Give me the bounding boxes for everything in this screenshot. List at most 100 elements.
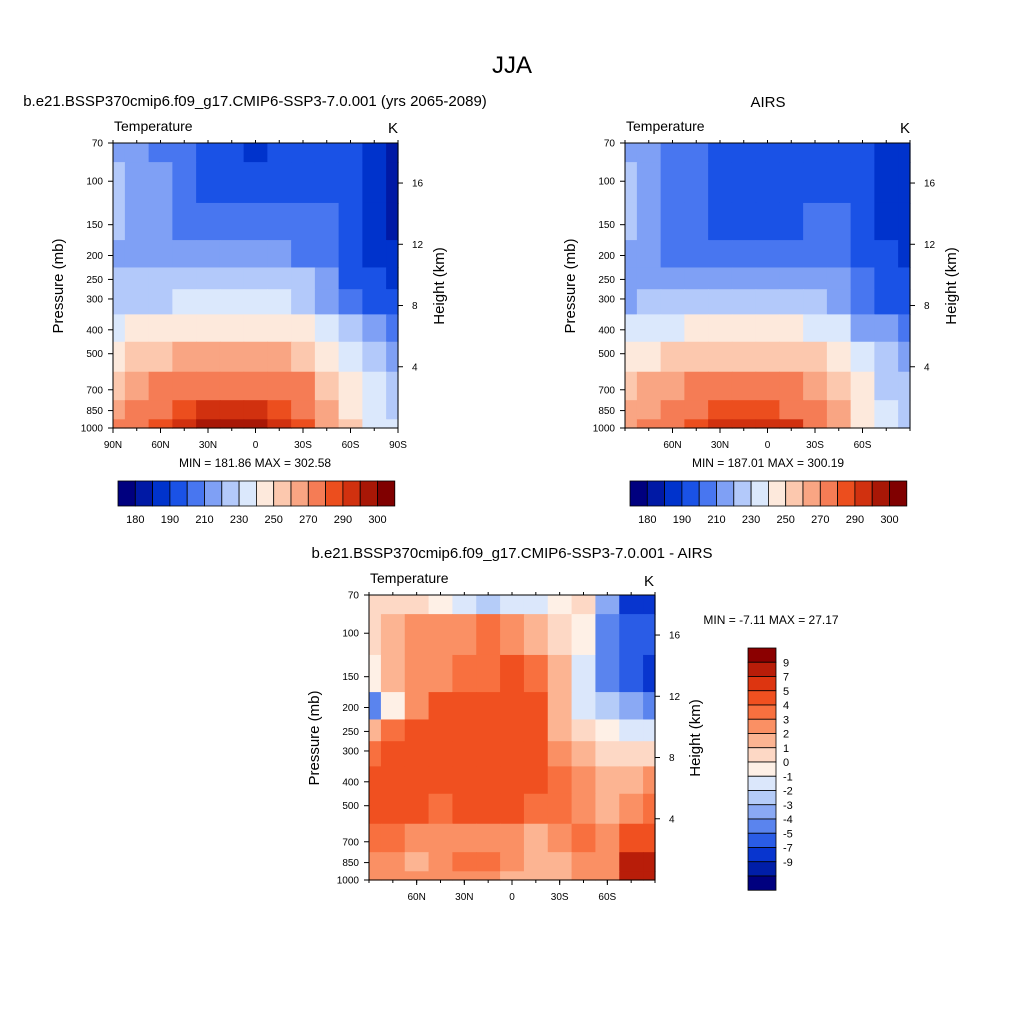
heatmap-cell [708, 162, 733, 204]
heatmap-cell [500, 614, 525, 656]
heatmap-cell [338, 341, 363, 373]
heatmap-cell [196, 314, 221, 343]
pressure-tick-label: 70 [92, 139, 104, 150]
pressure-tick-label: 150 [342, 672, 359, 683]
heatmap-cell [660, 341, 685, 373]
heatmap-cell [369, 852, 382, 872]
heatmap-cell [291, 267, 316, 290]
heatmap-cell [452, 741, 477, 767]
heatmap-cell [523, 793, 549, 825]
heatmap-cell [619, 766, 644, 795]
heatmap-cell [850, 371, 875, 401]
colorbar-swatch [837, 480, 856, 507]
height-tick-label: 16 [924, 179, 936, 190]
colorbar-swatch [747, 733, 777, 749]
heatmap-cell [826, 314, 852, 343]
heatmap-cell [386, 143, 399, 163]
heatmap-cell [571, 595, 597, 615]
heatmap-cell [452, 692, 477, 721]
heatmap-cell [113, 162, 126, 204]
heatmap-cell [731, 371, 757, 401]
heatmap-cell [476, 852, 501, 872]
heatmap-cell [660, 289, 685, 315]
heatmap-cell [172, 341, 197, 373]
pressure-tick-label: 150 [86, 220, 103, 231]
heatmap-cell [476, 614, 501, 656]
heatmap-cell [124, 341, 150, 373]
heatmap-cell [428, 823, 454, 853]
pressure-tick-label: 200 [86, 251, 103, 262]
panel-airs-stats: MIN = 187.01 MAX = 300.19 [692, 456, 844, 470]
pressure-tick-label: 300 [86, 294, 103, 305]
heatmap-cell [362, 143, 387, 163]
heatmap-cell [625, 400, 638, 420]
heatmap-cell [684, 202, 709, 241]
height-tick-label: 12 [669, 692, 681, 703]
heatmap-cell [898, 371, 911, 401]
heatmap-cell [803, 341, 828, 373]
heatmap-cell [636, 371, 662, 401]
heatmap-cell [595, 595, 620, 615]
heatmap-cell [369, 719, 382, 742]
heatmap-cell [779, 162, 804, 204]
heatmap-cell [452, 595, 477, 615]
height-tick-label: 4 [412, 362, 418, 373]
heatmap-cell [291, 143, 316, 163]
heatmap-cell [803, 314, 828, 343]
heatmap-cell [547, 614, 573, 656]
heatmap-cell [523, 871, 549, 881]
heatmap-cell [338, 240, 363, 269]
heatmap-cell [369, 741, 382, 767]
latitude-tick-label: 60S [342, 440, 360, 451]
heatmap-cell [619, 871, 644, 881]
heatmap-cell [380, 614, 406, 656]
panel-model-header: b.e21.BSSP370cmip6.f09_g17.CMIP6-SSP3-7.… [23, 93, 487, 110]
heatmap-cell [196, 400, 221, 420]
latitude-tick-label: 60N [151, 440, 169, 451]
heatmap-cell [660, 314, 685, 343]
heatmap-cell [148, 341, 173, 373]
heatmap-cell [338, 202, 363, 241]
latitude-tick-label: 30N [711, 440, 729, 451]
heatmap-cell [452, 823, 477, 853]
heatmap-cell [148, 400, 173, 420]
panel-model-latitude-axis: 90N 60N 30N 0 30S 60S 90S [104, 140, 407, 451]
heatmap-cell [243, 143, 268, 163]
panel-diff-colorbar: 9 7 5 4 3 2 1 0 -1 -2 -3 -4 -5 -7 -9 [747, 647, 793, 891]
heatmap-cell [803, 371, 828, 401]
heatmap-cell [826, 341, 852, 373]
heatmap-cell [874, 143, 899, 163]
heatmap-cell [708, 267, 733, 290]
heatmap-cell [267, 240, 292, 269]
heatmap-cell [571, 692, 597, 721]
colorbar-label: 2 [783, 729, 789, 741]
heatmap-cell [523, 852, 549, 872]
heatmap-cell [219, 143, 245, 163]
heatmap-cell [803, 267, 828, 290]
heatmap-cell [386, 240, 399, 269]
colorbar-swatch [377, 480, 396, 507]
heatmap-cell [386, 419, 399, 429]
heatmap-cell [452, 766, 477, 795]
heatmap-cell [547, 741, 573, 767]
panel-diff-plot-area [368, 594, 656, 881]
heatmap-cell [850, 162, 875, 204]
heatmap-cell [898, 143, 911, 163]
heatmap-cell [476, 793, 501, 825]
panel-model: b.e21.BSSP370cmip6.f09_g17.CMIP6-SSP3-7.… [23, 93, 487, 526]
pressure-tick-label: 400 [86, 325, 103, 336]
heatmap-cell [380, 692, 406, 721]
heatmap-cell [172, 143, 197, 163]
heatmap-cell [571, 719, 597, 742]
heatmap-cell [404, 654, 430, 693]
heatmap-cell [500, 692, 525, 721]
pressure-tick-label: 1000 [593, 424, 616, 435]
colorbar-swatch [255, 480, 275, 507]
heatmap-cell [172, 202, 197, 241]
heatmap-cell [755, 202, 780, 241]
heatmap-cell [523, 766, 549, 795]
latitude-tick-label: 30S [294, 440, 312, 451]
heatmap-cell [898, 202, 911, 241]
heatmap-cell [850, 419, 875, 429]
heatmap-cell [643, 823, 656, 853]
